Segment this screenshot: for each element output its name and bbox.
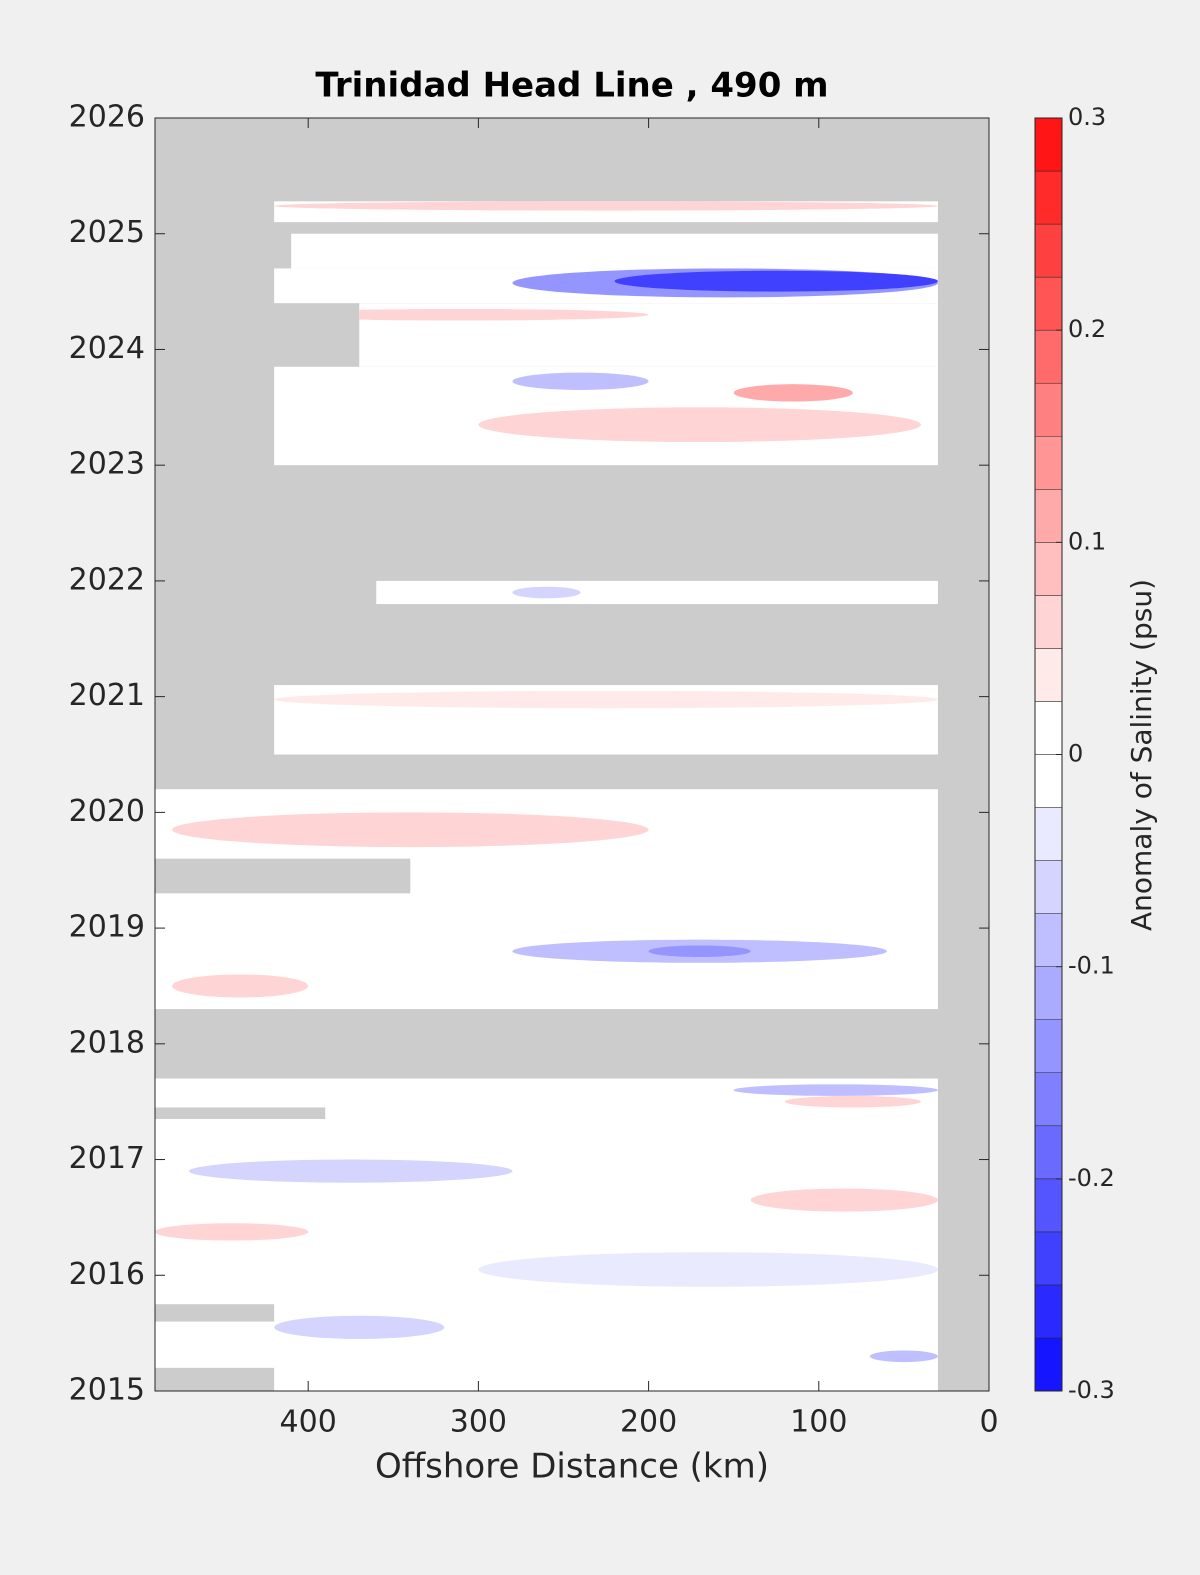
colorbar-band: [1034, 1072, 1063, 1127]
y-tick-label: 2018: [69, 1025, 145, 1060]
anomaly-contour: [478, 407, 921, 443]
y-tick-label: 2021: [69, 678, 145, 713]
y-tick-label: 2015: [69, 1373, 145, 1408]
colorbar-band: [1034, 648, 1063, 702]
colorbar-tick-label: -0.3: [1068, 1376, 1115, 1404]
x-tick-label: 0: [979, 1405, 998, 1440]
colorbar-band: [1034, 170, 1063, 225]
colorbar-band: [1034, 966, 1063, 1020]
colorbar-tick-label: -0.2: [1068, 1164, 1115, 1192]
colorbar-tick-label: 0.2: [1068, 315, 1106, 343]
data-gap: [155, 1107, 326, 1120]
anomaly-contour: [733, 384, 853, 402]
anomaly-contour: [750, 1188, 938, 1212]
colorbar-band: [1034, 1337, 1063, 1392]
colorbar-label: Anomaly of Salinity (psu): [1125, 579, 1158, 931]
data-coverage: [291, 233, 938, 269]
y-tick-label: 2016: [69, 1257, 145, 1292]
colorbar-band: [1034, 1231, 1063, 1286]
colorbar-band: [1034, 382, 1063, 437]
colorbar-band: [1034, 913, 1063, 967]
colorbar-band: [1034, 807, 1063, 861]
x-tick-label: 300: [450, 1405, 507, 1440]
colorbar-tick-label: 0: [1068, 740, 1083, 768]
colorbar-band: [1034, 1019, 1063, 1073]
anomaly-contour: [733, 1084, 938, 1096]
anomaly-contour: [274, 308, 649, 321]
colorbar-band: [1034, 1125, 1063, 1180]
data-gap: [155, 858, 411, 894]
colorbar-tick-label: 0.1: [1068, 527, 1106, 555]
anomaly-contour: [155, 1223, 309, 1241]
anomaly-contour: [274, 201, 938, 211]
x-tick-label: 200: [620, 1405, 677, 1440]
colorbar-band: [1034, 754, 1063, 808]
colorbar-band: [1034, 542, 1063, 596]
anomaly-contour: [172, 974, 309, 998]
colorbar-band: [1034, 701, 1063, 755]
y-tick-label: 2020: [69, 794, 145, 829]
anomaly-contour: [478, 1252, 938, 1287]
axes-box: [154, 117, 990, 1392]
anomaly-contour: [512, 372, 649, 390]
colorbar-band: [1034, 276, 1063, 331]
colorbar-band: [1034, 329, 1063, 384]
anomaly-contour: [784, 1095, 921, 1108]
anomaly-contour: [172, 812, 649, 848]
y-tick-label: 2023: [69, 447, 145, 482]
colorbar-band: [1034, 1284, 1063, 1339]
y-tick-label: 2022: [69, 562, 145, 597]
colorbar-band: [1034, 223, 1063, 278]
colorbar-tick-label: 0.3: [1068, 103, 1106, 131]
colorbar-band: [1034, 436, 1063, 490]
colorbar-band: [1034, 489, 1063, 543]
chart-title: Trinidad Head Line , 490 m: [315, 66, 828, 106]
y-tick-label: 2025: [69, 215, 145, 250]
colorbar-tick-label: -0.1: [1068, 952, 1115, 980]
anomaly-contour: [274, 690, 938, 709]
anomaly-contour: [189, 1159, 513, 1183]
colorbar-band: [1034, 595, 1063, 649]
anomaly-contour: [648, 945, 751, 958]
x-tick-label: 100: [790, 1405, 847, 1440]
y-tick-label: 2026: [69, 100, 145, 135]
data-gap: [155, 1304, 275, 1322]
colorbar-band: [1034, 860, 1063, 914]
anomaly-contour: [869, 1350, 938, 1363]
anomaly-contour: [274, 1315, 445, 1339]
data-coverage: [376, 580, 938, 605]
colorbar-band: [1034, 1178, 1063, 1233]
y-tick-label: 2024: [69, 331, 145, 366]
anomaly-contour: [512, 586, 581, 599]
y-tick-label: 2017: [69, 1141, 145, 1176]
colorbar-band: [1034, 117, 1063, 172]
anomaly-contour: [614, 270, 938, 292]
x-tick-label: 400: [280, 1405, 337, 1440]
x-axis-label: Offshore Distance (km): [375, 1447, 769, 1487]
data-gap: [155, 1367, 275, 1391]
y-tick-label: 2019: [69, 910, 145, 945]
